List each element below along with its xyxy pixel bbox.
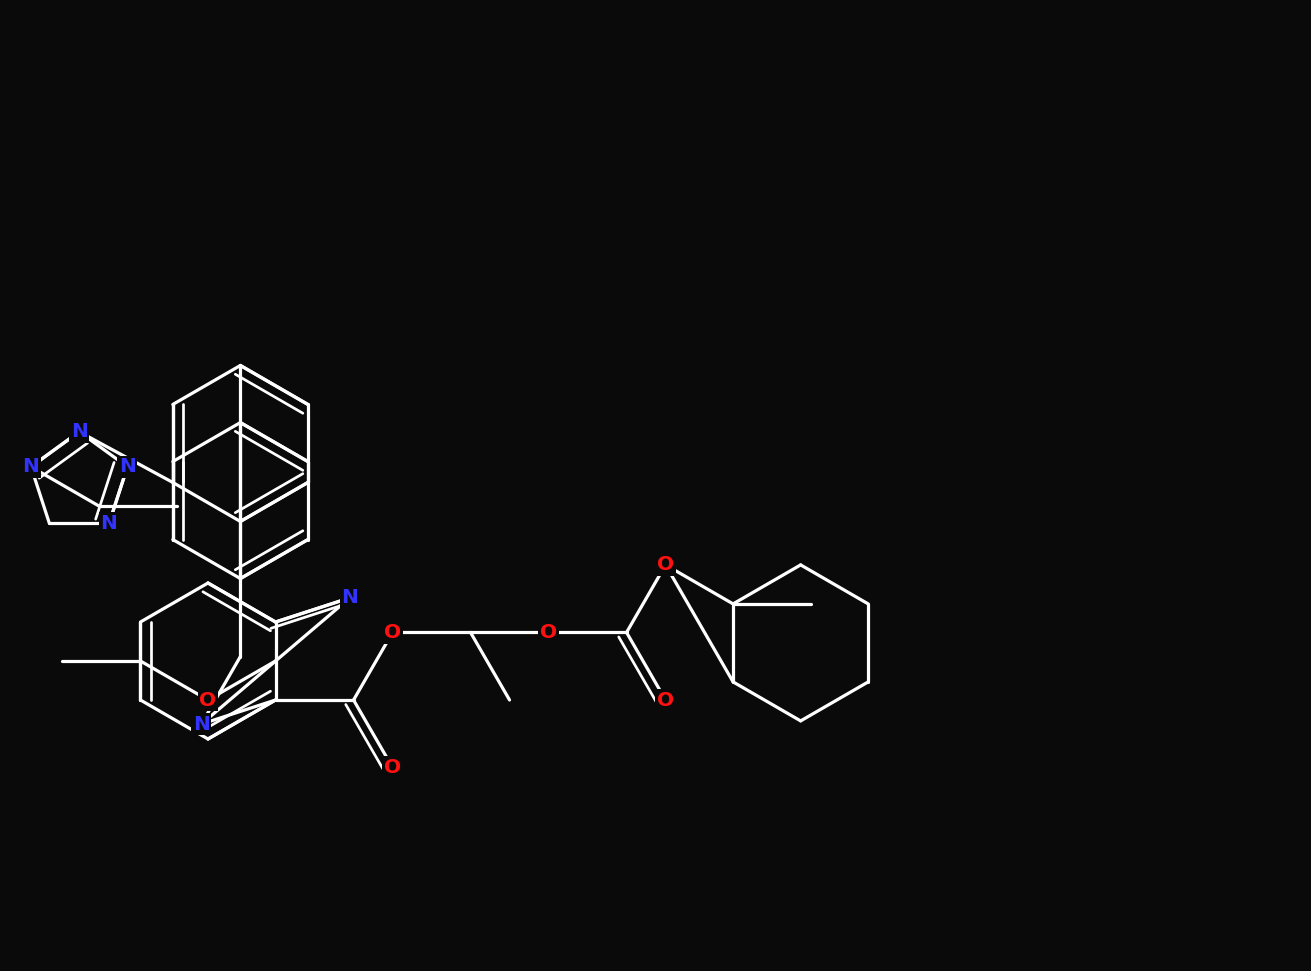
Text: O: O xyxy=(384,623,401,642)
Text: O: O xyxy=(657,690,674,710)
Text: N: N xyxy=(101,514,118,533)
Text: N: N xyxy=(341,588,358,608)
Text: N: N xyxy=(22,457,39,477)
Text: N: N xyxy=(193,715,210,734)
Text: O: O xyxy=(199,690,216,710)
Text: O: O xyxy=(540,623,557,642)
Text: N: N xyxy=(71,422,88,441)
Text: N: N xyxy=(119,457,136,477)
Text: O: O xyxy=(384,758,401,777)
Text: O: O xyxy=(657,555,674,575)
